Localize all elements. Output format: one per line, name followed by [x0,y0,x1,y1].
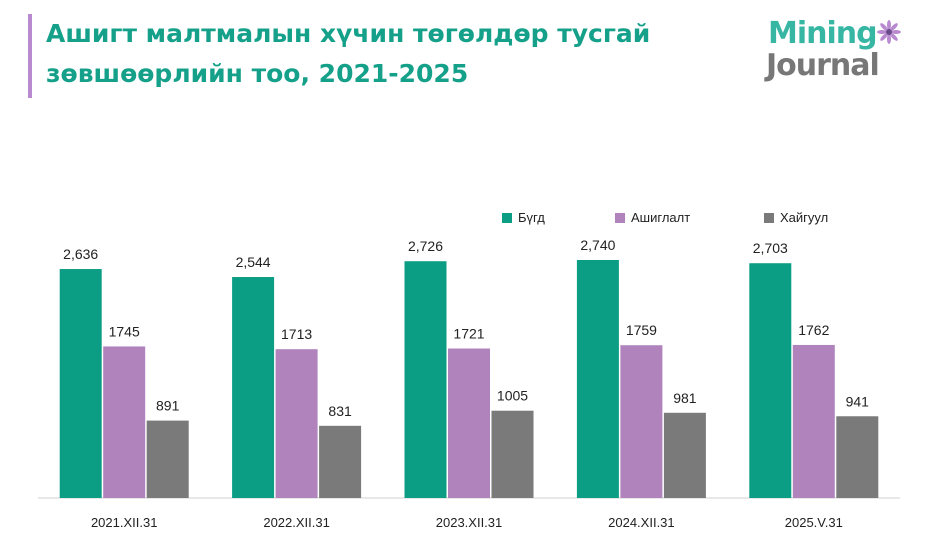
category-label-1: 2021.XII.31 [91,515,158,530]
bar-s2-c2 [275,349,318,498]
legend-item-3: Хайгуул [764,210,828,225]
legend-label-2: Ашиглалт [631,210,691,225]
legend-swatch-3 [764,212,774,223]
flower-icon [877,20,901,44]
bar-s2-c4 [620,345,663,498]
bar-s2-c1 [103,346,146,498]
category-label-5: 2025.V.31 [785,515,843,530]
data-label-s3-c3: 1005 [497,388,528,404]
data-label-s3-c1: 891 [156,398,180,414]
data-label-s2-c5: 1762 [798,322,829,338]
data-label-s2-c4: 1759 [626,322,657,338]
legend-swatch-2 [615,212,625,223]
mining-journal-logo: Mining Journal [760,16,910,88]
bar-s3-c5 [836,416,879,498]
bar-s3-c1 [146,420,189,498]
bar-s1-c3 [404,261,447,498]
bar-s1-c2 [232,277,275,498]
title-accent-bar [28,14,32,98]
category-label-4: 2024.XII.31 [608,515,675,530]
bar-s1-c5 [749,263,792,498]
title-line-1: Ашигт малтмалын хүчин төгөлдөр тусгай [46,19,651,48]
data-label-s3-c5: 941 [846,393,870,409]
data-label-s2-c1: 1745 [109,323,140,339]
bar-s3-c2 [319,425,362,498]
data-label-s2-c2: 1713 [281,326,312,342]
bar-s1-c4 [576,260,619,498]
bar-s3-c4 [663,412,706,498]
bar-s1-c1 [59,269,102,498]
data-label-s2-c3: 1721 [453,326,484,342]
bar-s2-c5 [792,344,835,498]
data-label-s1-c5: 2,703 [753,240,788,256]
legend-label-3: Хайгуул [780,210,829,225]
bar-s3-c3 [491,410,534,498]
title-line-2: зөвшөөрлийн тоо, 2021-2025 [46,59,469,88]
category-label-3: 2023.XII.31 [436,515,503,530]
category-label-2: 2022.XII.31 [263,515,330,530]
data-label-s1-c2: 2,544 [236,254,271,270]
legend-item-2: Ашиглалт [615,210,690,225]
logo-word-journal: Journal [766,48,880,83]
bar-s2-c3 [448,348,490,498]
data-label-s1-c3: 2,726 [408,238,443,254]
data-label-s1-c1: 2,636 [63,246,98,262]
legend-item-1: Бүгд [502,210,545,225]
logo-word-mining: Mining [768,16,878,51]
data-label-s1-c4: 2,740 [580,237,615,253]
legend-label-1: Бүгд [518,210,545,225]
data-label-s3-c2: 831 [328,403,352,419]
data-label-s3-c4: 981 [673,390,697,406]
page-title: Ашигт малтмалын хүчин төгөлдөр тусгай зө… [46,14,726,94]
legend-swatch-1 [502,212,512,223]
